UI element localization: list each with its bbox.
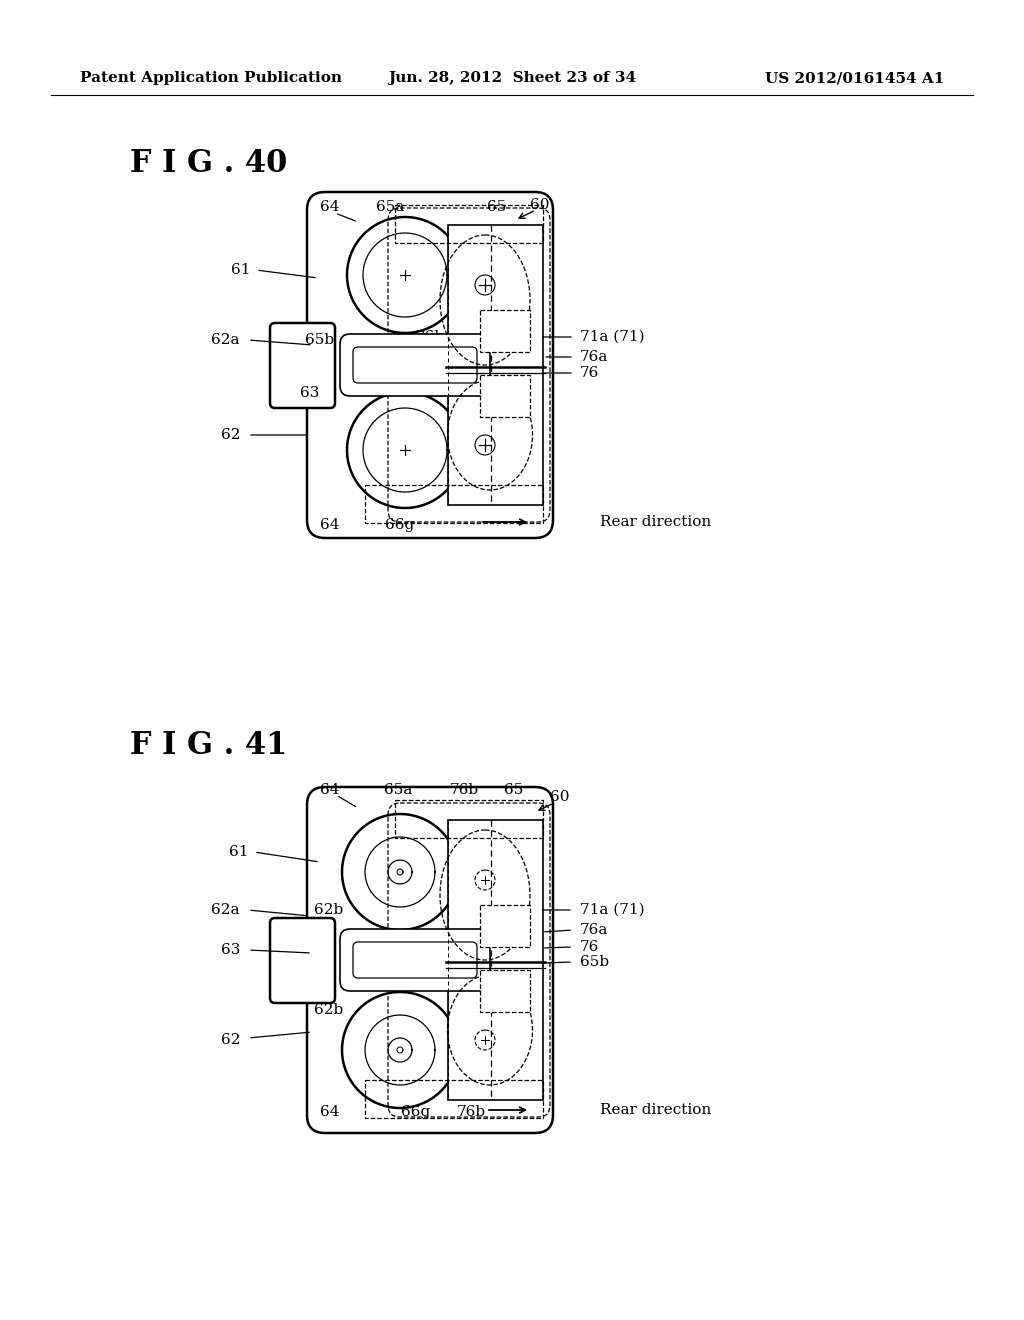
Text: 71a (71): 71a (71) bbox=[580, 330, 645, 345]
Text: 60: 60 bbox=[550, 789, 569, 804]
Text: 66g: 66g bbox=[401, 1105, 431, 1119]
Text: 65a: 65a bbox=[376, 201, 404, 214]
Bar bbox=[365, 484, 543, 523]
Bar bbox=[480, 906, 530, 946]
Text: 61: 61 bbox=[230, 263, 250, 277]
Text: 76b: 76b bbox=[416, 385, 444, 400]
Bar bbox=[480, 375, 530, 417]
Text: 64: 64 bbox=[321, 201, 340, 214]
Text: US 2012/0161454 A1: US 2012/0161454 A1 bbox=[765, 71, 944, 84]
Text: 62a: 62a bbox=[212, 903, 240, 917]
Text: 64: 64 bbox=[321, 783, 340, 797]
FancyBboxPatch shape bbox=[353, 942, 477, 978]
Text: 71a (71): 71a (71) bbox=[580, 903, 645, 917]
Text: 64: 64 bbox=[321, 517, 340, 532]
FancyBboxPatch shape bbox=[270, 323, 335, 408]
Bar bbox=[480, 310, 530, 352]
Text: Rear direction: Rear direction bbox=[600, 1104, 712, 1117]
Text: 76: 76 bbox=[580, 366, 599, 380]
FancyBboxPatch shape bbox=[340, 929, 490, 991]
Text: 62b: 62b bbox=[314, 903, 343, 917]
Text: Rear direction: Rear direction bbox=[600, 515, 712, 529]
Text: 65b: 65b bbox=[305, 333, 334, 347]
Bar bbox=[395, 205, 543, 243]
Text: 62a: 62a bbox=[212, 333, 240, 347]
Bar bbox=[449, 224, 543, 506]
Bar bbox=[449, 820, 543, 1100]
FancyBboxPatch shape bbox=[270, 917, 335, 1003]
FancyBboxPatch shape bbox=[307, 787, 553, 1133]
Text: 66g: 66g bbox=[385, 517, 415, 532]
Text: 76a: 76a bbox=[580, 923, 608, 937]
Text: Patent Application Publication: Patent Application Publication bbox=[80, 71, 342, 84]
FancyBboxPatch shape bbox=[353, 347, 477, 383]
Text: 76b: 76b bbox=[450, 783, 478, 797]
Text: 63: 63 bbox=[220, 942, 240, 957]
Text: F I G . 40: F I G . 40 bbox=[130, 148, 288, 180]
Text: 64: 64 bbox=[321, 1105, 340, 1119]
Text: 76a: 76a bbox=[580, 350, 608, 364]
Text: F I G . 41: F I G . 41 bbox=[130, 730, 288, 762]
Text: 61: 61 bbox=[228, 845, 248, 859]
Text: 62: 62 bbox=[220, 1034, 240, 1047]
Text: 76b: 76b bbox=[416, 330, 444, 345]
Text: 65a: 65a bbox=[384, 783, 413, 797]
Text: 60: 60 bbox=[530, 198, 550, 213]
Text: Jun. 28, 2012  Sheet 23 of 34: Jun. 28, 2012 Sheet 23 of 34 bbox=[388, 71, 636, 84]
Text: 76: 76 bbox=[580, 940, 599, 954]
Text: 65: 65 bbox=[487, 201, 507, 214]
FancyBboxPatch shape bbox=[340, 334, 490, 396]
Bar bbox=[395, 800, 543, 838]
Bar bbox=[480, 970, 530, 1012]
Text: 65b: 65b bbox=[580, 954, 609, 969]
Bar bbox=[365, 1080, 543, 1118]
Text: 62b: 62b bbox=[314, 1003, 343, 1016]
Text: 62: 62 bbox=[220, 428, 240, 442]
FancyBboxPatch shape bbox=[307, 191, 553, 539]
Text: 63: 63 bbox=[300, 385, 319, 400]
Text: 76b: 76b bbox=[457, 1105, 485, 1119]
Text: 65: 65 bbox=[504, 783, 523, 797]
